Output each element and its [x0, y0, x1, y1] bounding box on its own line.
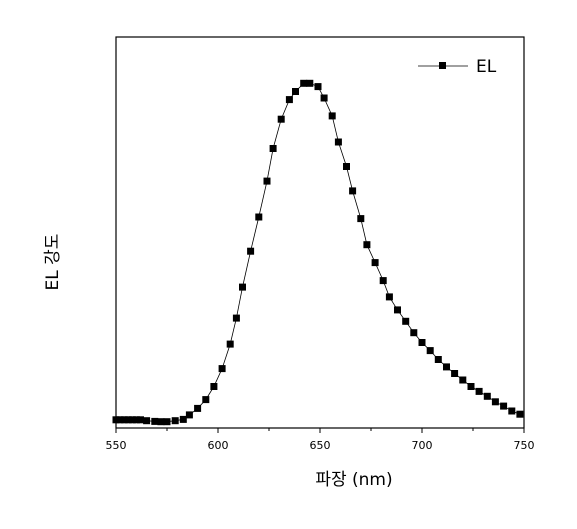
data-point — [410, 329, 418, 337]
legend-marker — [439, 62, 446, 69]
plot-frame — [115, 36, 525, 429]
data-point — [116, 416, 124, 424]
data-point — [491, 398, 499, 406]
data-point — [343, 163, 350, 170]
data-point — [320, 94, 328, 102]
data-point — [163, 418, 171, 426]
data-point — [128, 416, 136, 424]
data-point — [363, 241, 371, 249]
legend: EL — [418, 57, 497, 77]
data-point — [218, 365, 226, 373]
data-point — [143, 417, 151, 425]
data-point — [269, 145, 277, 152]
data-point — [394, 306, 401, 314]
data-point — [151, 417, 159, 425]
data-point — [328, 112, 336, 120]
data-point — [434, 356, 442, 363]
data-point — [210, 383, 218, 390]
series-line-el — [116, 82, 521, 423]
data-point — [157, 418, 165, 426]
x-tick-label: 600 — [208, 439, 229, 452]
data-point — [239, 283, 246, 291]
data-point — [120, 416, 128, 424]
x-tick-label: 700 — [412, 439, 433, 452]
data-point — [292, 88, 299, 95]
data-point — [371, 259, 379, 267]
data-point — [179, 415, 187, 423]
data-point — [418, 339, 426, 346]
y-axis-title: EL 강도 — [43, 234, 63, 291]
data-point — [379, 277, 387, 285]
x-axis-ticks — [115, 428, 525, 433]
data-point — [300, 79, 308, 87]
data-point — [232, 314, 240, 322]
data-point — [255, 213, 263, 221]
data-point — [137, 416, 144, 424]
data-point — [349, 187, 357, 195]
data-point — [385, 293, 393, 301]
data-point — [451, 370, 459, 377]
data-point — [306, 79, 314, 87]
data-point — [132, 416, 140, 424]
data-point — [443, 363, 450, 371]
data-point — [459, 376, 467, 384]
data-point — [334, 138, 342, 146]
data-point — [402, 317, 410, 325]
data-point — [500, 402, 508, 410]
data-point — [508, 407, 516, 415]
data-point — [357, 215, 365, 223]
x-tick-label: 650 — [310, 439, 331, 452]
data-point — [247, 247, 255, 255]
data-point — [475, 387, 483, 395]
data-point — [277, 115, 285, 123]
data-point — [226, 340, 234, 348]
data-point — [112, 416, 120, 424]
data-point — [426, 347, 434, 355]
x-tick-label: 750 — [514, 439, 535, 452]
data-point — [202, 396, 210, 404]
x-tick-label: 550 — [106, 439, 127, 452]
legend-label-el: EL — [476, 57, 497, 77]
data-point — [314, 83, 322, 91]
data-point — [516, 410, 524, 418]
data-point — [124, 416, 132, 424]
data-point — [171, 417, 179, 425]
data-point — [263, 177, 271, 185]
series-markers-el — [112, 79, 524, 426]
data-point — [483, 392, 491, 400]
x-axis-title: 파장 (nm) — [315, 470, 392, 490]
data-point — [194, 404, 202, 412]
data-point — [467, 383, 475, 390]
x-axis-tick-labels: 550 600 650 700 750 — [106, 439, 535, 452]
data-point — [285, 96, 293, 104]
data-point — [185, 411, 193, 419]
